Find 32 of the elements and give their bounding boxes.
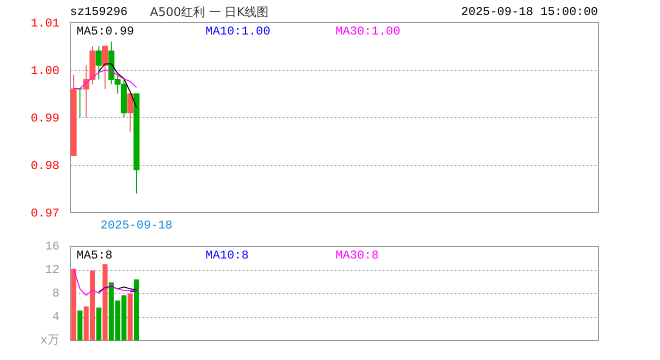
- y-tick-label: 4: [52, 310, 60, 324]
- y-tick-label: x万: [40, 334, 60, 348]
- x-tick-label: 2025-09-18: [100, 218, 173, 232]
- candlestick: [127, 93, 134, 132]
- y-tick-label: 1.00: [30, 64, 60, 78]
- text: 2025-09-18 15:00:00: [461, 4, 598, 21]
- bar: [71, 268, 76, 340]
- line-series: [73, 268, 137, 296]
- candlestick: [96, 46, 102, 80]
- line-series: [73, 70, 137, 90]
- bar: [128, 294, 133, 340]
- y-tick-label: 12: [45, 263, 60, 277]
- bar: [102, 264, 108, 340]
- chart-subtitle: sz159296: [70, 4, 128, 21]
- series-label: MA5:8: [76, 248, 113, 262]
- y-tick-label: 16: [45, 240, 60, 254]
- y-tick-label: 0.98: [30, 159, 60, 173]
- y-tick-label: 0.99: [30, 112, 60, 126]
- bar: [96, 308, 102, 340]
- y-tick-label: 8: [52, 286, 60, 300]
- y-tick-label: 1.01: [30, 16, 60, 30]
- chart-title: A500红利 一 日K线图: [150, 4, 269, 21]
- text: MA5:0.99: [76, 24, 134, 38]
- candlestick: [102, 46, 108, 90]
- bar: [134, 279, 140, 340]
- bar: [77, 310, 82, 340]
- text: MA30:8: [336, 248, 379, 262]
- legend-label: MA10:1.00: [206, 24, 270, 38]
- text: MA30:1.00: [336, 24, 400, 38]
- y-tick-label: 0.97: [30, 206, 60, 220]
- text: MA10:8: [206, 248, 249, 262]
- candlestick: [76, 88, 83, 118]
